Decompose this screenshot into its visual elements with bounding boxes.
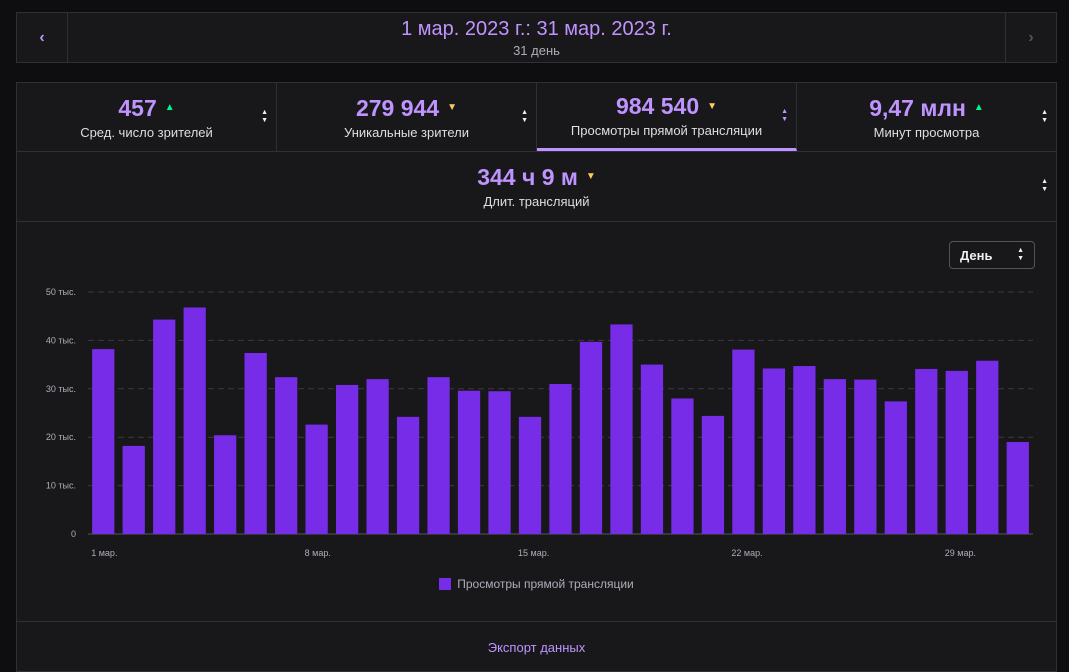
chevron-left-icon: ‹ (39, 28, 45, 46)
bar (275, 377, 298, 534)
sort-icon: ▲ ▼ (521, 109, 528, 124)
bar (335, 384, 359, 534)
export-label: Экспорт данных (487, 639, 586, 655)
legend-swatch (439, 578, 452, 590)
bar (366, 379, 389, 534)
metric-label: Уникальные зрители (344, 124, 469, 140)
bar (427, 377, 450, 534)
bar (579, 341, 603, 534)
trend-down-icon: ▼ (707, 100, 718, 112)
prev-period-button[interactable]: ‹ (17, 13, 68, 62)
legend-label: Просмотры прямой трансляции (457, 577, 634, 591)
stats-card: 457 ▲ Сред. число зрителей ▲ ▼ 279 944 ▼ … (16, 82, 1057, 672)
metric-live-views[interactable]: 984 540 ▼ Просмотры прямой трансляции ▲ ▼ (537, 83, 797, 151)
bar (701, 415, 725, 534)
bar (610, 324, 633, 534)
bar (1006, 442, 1029, 534)
bar (549, 383, 572, 534)
bar (396, 416, 420, 534)
metric-avg-viewers[interactable]: 457 ▲ Сред. число зрителей ▲ ▼ (17, 83, 277, 151)
bar (915, 368, 938, 534)
trend-down-icon: ▼ (585, 171, 596, 182)
metric-label: Просмотры прямой трансляции (570, 123, 763, 138)
bar (976, 360, 999, 534)
bar-chart: 0 10 тыс. 20 тыс. 30 тыс. 40 тыс. 50 тыс. 1 ма… (46, 287, 1033, 558)
metrics-row: 457 ▲ Сред. число зрителей ▲ ▼ 279 944 ▼ … (17, 83, 1056, 152)
metric-value: 457 (118, 94, 157, 121)
y-tick-label: 40 тыс. (46, 335, 76, 345)
bar (854, 379, 877, 534)
bar (305, 424, 328, 534)
x-tick-label: 22 мар. (731, 548, 762, 558)
bar (732, 349, 755, 534)
metric-minutes-watched[interactable]: 9,47 млн ▲ Минут просмотра ▲ ▼ (797, 83, 1056, 151)
trend-down-icon: ▼ (447, 102, 458, 113)
granularity-value: День (960, 247, 993, 263)
y-tick-label: 50 тыс. (46, 287, 76, 297)
metric-label: Сред. число зрителей (80, 124, 213, 140)
bar (793, 366, 816, 534)
bar (762, 368, 786, 534)
date-range-display: 1 мар. 2023 г.: 31 мар. 2023 г. 31 день (68, 13, 1005, 62)
next-period-button[interactable]: › (1005, 13, 1056, 62)
sort-icon: ▲ ▼ (261, 109, 268, 124)
x-tick-label: 15 мар. (518, 548, 549, 558)
day-count-label: 31 день (513, 43, 560, 58)
bar (945, 370, 968, 534)
y-tick-label: 30 тыс. (46, 384, 76, 394)
trend-up-icon: ▲ (973, 102, 984, 113)
metric-value: 344 ч 9 м (477, 163, 578, 190)
bar (244, 352, 267, 534)
metric-value: 984 540 (615, 93, 700, 119)
chart-legend: Просмотры прямой трансляции (17, 577, 1056, 591)
metric-label: Длит. трансляций (483, 193, 590, 209)
metric-value: 9,47 млн (869, 94, 966, 121)
x-tick-label: 1 мар. (91, 548, 117, 558)
bar (518, 416, 542, 534)
chevron-right-icon: › (1028, 28, 1034, 46)
sort-icon: ▲ ▼ (781, 107, 788, 123)
bar (183, 307, 206, 534)
trend-up-icon: ▲ (164, 102, 175, 113)
bar (153, 319, 176, 534)
bar (92, 349, 115, 534)
y-tick-label: 0 (71, 529, 76, 539)
bar (457, 390, 481, 534)
date-range-label: 1 мар. 2023 г.: 31 мар. 2023 г. (401, 18, 672, 40)
metric-stream-duration[interactable]: 344 ч 9 м ▼ Длит. трансляций ▲ ▼ (17, 151, 1056, 222)
metric-value: 279 944 (355, 94, 440, 121)
y-tick-label: 20 тыс. (46, 432, 76, 442)
bar (884, 401, 907, 534)
bar (122, 445, 145, 534)
y-tick-label: 10 тыс. (46, 481, 76, 491)
x-tick-label: 8 мар. (305, 548, 331, 558)
select-arrows-icon: ▲ ▼ (1017, 247, 1024, 262)
bar (488, 391, 511, 534)
x-tick-label: 29 мар. (945, 548, 976, 558)
bar (640, 364, 664, 534)
sort-icon: ▲ ▼ (1041, 109, 1048, 124)
bar (823, 379, 846, 534)
granularity-select[interactable]: День ▲ ▼ (949, 241, 1035, 269)
date-navigator: ‹ 1 мар. 2023 г.: 31 мар. 2023 г. 31 ден… (16, 12, 1057, 63)
bar (671, 398, 694, 534)
export-data-button[interactable]: Экспорт данных (17, 621, 1056, 672)
metric-label: Минут просмотра (873, 124, 980, 140)
bar (214, 435, 237, 534)
sort-icon: ▲ ▼ (1041, 178, 1048, 193)
metric-unique-viewers[interactable]: 279 944 ▼ Уникальные зрители ▲ ▼ (277, 83, 537, 151)
